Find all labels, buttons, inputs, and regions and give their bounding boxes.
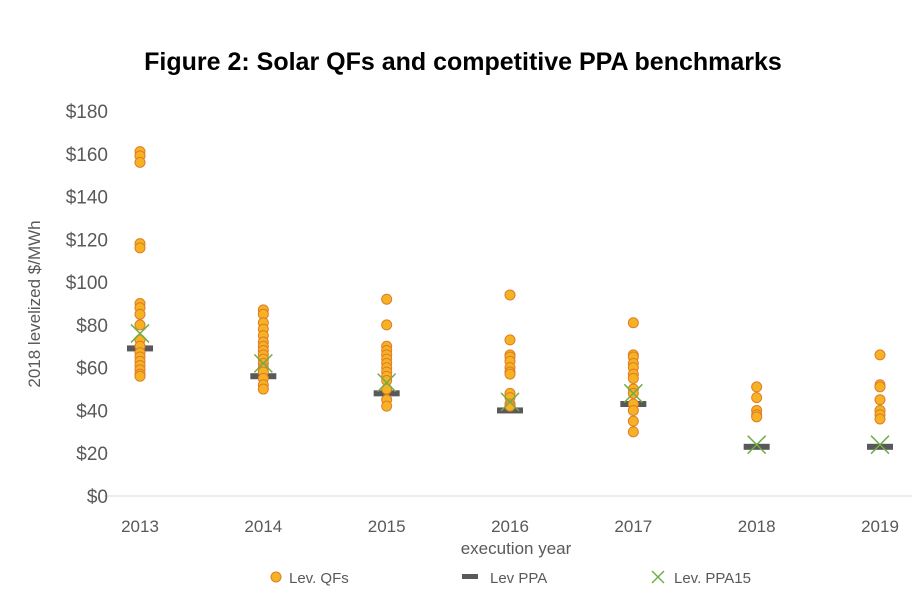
qf-point (627, 426, 639, 438)
ppa15-x-marker (870, 435, 890, 455)
qf-point (627, 404, 639, 416)
y-tick-label: $60 (76, 359, 108, 380)
ppa15-x-stroke (623, 383, 643, 403)
ppa15-x-stroke (747, 435, 767, 455)
qf-point (257, 383, 269, 395)
y-tick-label: $100 (66, 273, 108, 294)
ppa15-x-marker (623, 383, 643, 403)
qf-point (381, 383, 393, 395)
qf-point (504, 334, 516, 346)
y-tick-label: $80 (76, 316, 108, 337)
legend-marker-ppa15 (651, 570, 665, 584)
qf-point (504, 289, 516, 301)
x-tick-label: 2015 (368, 517, 406, 536)
qf-point (751, 392, 763, 404)
y-tick-label: $180 (66, 102, 108, 123)
ppa15-x-stroke (500, 392, 520, 412)
legend-marker-ppa (462, 574, 478, 579)
ppa15-x-marker (500, 392, 520, 412)
qf-point (134, 156, 146, 168)
legend-marker-qfs (270, 571, 282, 583)
qf-point (874, 349, 886, 361)
x-tick-label: 2017 (614, 517, 652, 536)
y-tick-label: $40 (76, 401, 108, 422)
qf-point (134, 242, 146, 254)
y-tick-label: $140 (66, 188, 108, 209)
ppa-dash (867, 443, 893, 450)
qf-point (627, 415, 639, 427)
qf-point (874, 413, 886, 425)
legend-label-ppa15: Lev. PPA15 (674, 570, 751, 587)
ppa-dash (743, 443, 770, 450)
x-tick-label: 2019 (861, 517, 899, 536)
y-tick-label: $0 (87, 487, 108, 508)
ppa15-x-marker (747, 435, 767, 455)
y-tick-label: $20 (76, 444, 108, 465)
qf-point (134, 319, 146, 331)
y-tick-label: $160 (66, 145, 108, 166)
qf-point (874, 394, 886, 406)
qf-point (751, 411, 763, 423)
x-tick-label: 2013 (121, 517, 159, 536)
qf-point (134, 308, 146, 320)
legend-label-qfs: Lev. QFs (289, 570, 349, 587)
qf-point (627, 317, 639, 329)
ppa15-x-marker (377, 373, 397, 393)
ppa15-x-marker (253, 353, 273, 373)
ppa15-x-marker (130, 323, 150, 343)
qf-point (874, 381, 886, 393)
x-axis-label: execution year (461, 539, 572, 558)
qf-point (134, 370, 146, 382)
qf-point (751, 381, 763, 393)
y-tick-label: $120 (66, 230, 108, 251)
qf-point (504, 368, 516, 380)
qf-point (381, 293, 393, 305)
x-tick-label: 2014 (244, 517, 282, 536)
qf-point (381, 319, 393, 331)
qf-point (381, 400, 393, 412)
qf-point (627, 372, 639, 384)
ppa15-x-stroke (130, 323, 150, 343)
ppa15-x-stroke (377, 373, 397, 393)
legend-label-ppa: Lev PPA (490, 570, 547, 587)
ppa15-x-stroke (253, 353, 273, 373)
ppa15-x-stroke (870, 435, 890, 455)
legend: Lev. QFs Lev PPA Lev. PPA15 (270, 570, 751, 587)
x-tick-label: 2016 (491, 517, 529, 536)
x-tick-label: 2018 (738, 517, 776, 536)
chart-title: Figure 2: Solar QFs and competitive PPA … (144, 48, 782, 76)
y-axis-label: 2018 levelized $/MWh (25, 220, 44, 387)
